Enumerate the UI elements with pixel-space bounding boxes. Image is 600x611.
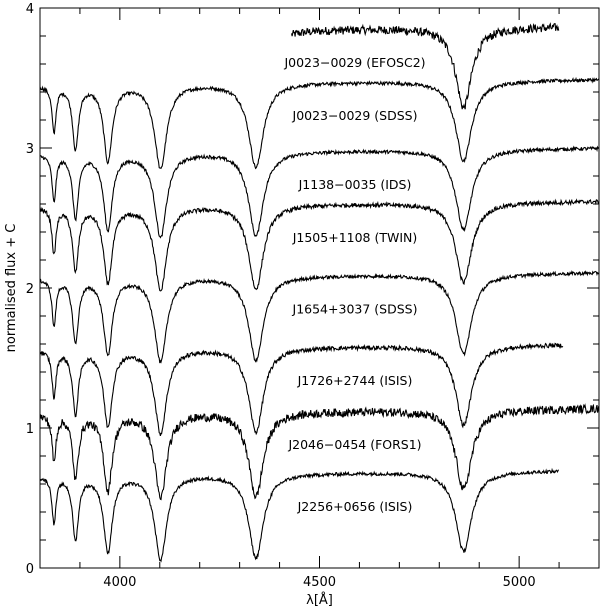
- spectrum-line: [39, 76, 600, 170]
- y-tick-label: 4: [26, 2, 34, 17]
- spectra: [39, 22, 600, 563]
- axes: 4000 4500 5000 0 1 2 3 4: [26, 2, 600, 590]
- spectrum-line: [39, 270, 600, 364]
- spectrum-line: [39, 145, 599, 239]
- spectrum-label: J1726+2744 (ISIS): [297, 373, 413, 388]
- spectrum-line: [39, 403, 600, 501]
- spectrum-labels: J0023−0029 (EFOSC2) J0023−0029 (SDSS) J113…: [283, 55, 425, 514]
- x-axis-title: λ[Å]: [306, 592, 333, 608]
- y-tick-label: 2: [26, 282, 34, 297]
- spectrum-line: [291, 22, 560, 110]
- spectrum-label: J0023−0029 (EFOSC2): [283, 55, 425, 70]
- y-tick-label: 0: [26, 562, 34, 577]
- spectrum-label: J1654+3037 (SDSS): [292, 301, 418, 316]
- x-tick-label: 5000: [503, 575, 536, 590]
- y-tick-label: 3: [26, 142, 34, 157]
- y-axis-title: normalised flux + C: [4, 224, 19, 353]
- spectrum-line: [39, 467, 560, 563]
- spectrum-line: [39, 342, 564, 437]
- spectrum-line: [39, 198, 600, 292]
- spectrum-label: J1138−0035 (IDS): [298, 177, 412, 192]
- spectrum-label: J0023−0029 (SDSS): [292, 108, 418, 123]
- spectrum-label: J2256+0656 (ISIS): [297, 499, 413, 514]
- spectrum-label: J2046−0454 (FORS1): [287, 437, 421, 452]
- x-tick-label: 4000: [103, 575, 136, 590]
- spectrum-label: J1505+1108 (TWIN): [292, 230, 418, 245]
- y-tick-label: 1: [26, 422, 34, 437]
- x-tick-label: 4500: [303, 575, 336, 590]
